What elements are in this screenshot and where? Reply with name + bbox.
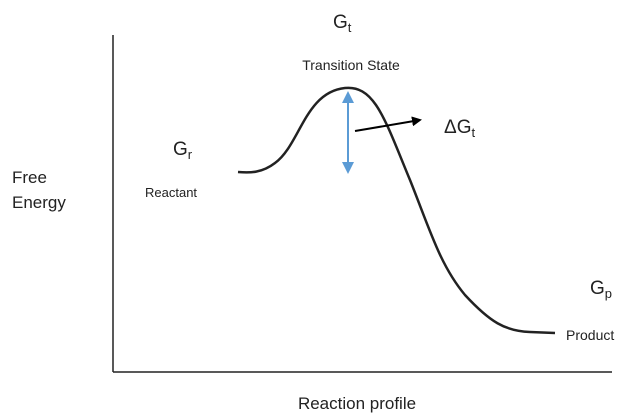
reactant-energy: Gr	[173, 139, 193, 162]
pointer-arrow	[354, 116, 422, 132]
activation-energy: ΔGt	[444, 117, 475, 140]
transition-state: Transition State	[302, 57, 400, 73]
transition-energy: Gt	[333, 12, 352, 35]
reactant: Reactant	[145, 185, 197, 200]
x-axis-label: Reaction profile	[298, 394, 416, 413]
energy-curve	[237, 86, 556, 335]
product-energy: Gp	[590, 278, 612, 301]
y-axis-label: Energy	[12, 193, 66, 212]
y-axis-label: Free	[12, 168, 47, 187]
product: Product	[566, 327, 614, 343]
